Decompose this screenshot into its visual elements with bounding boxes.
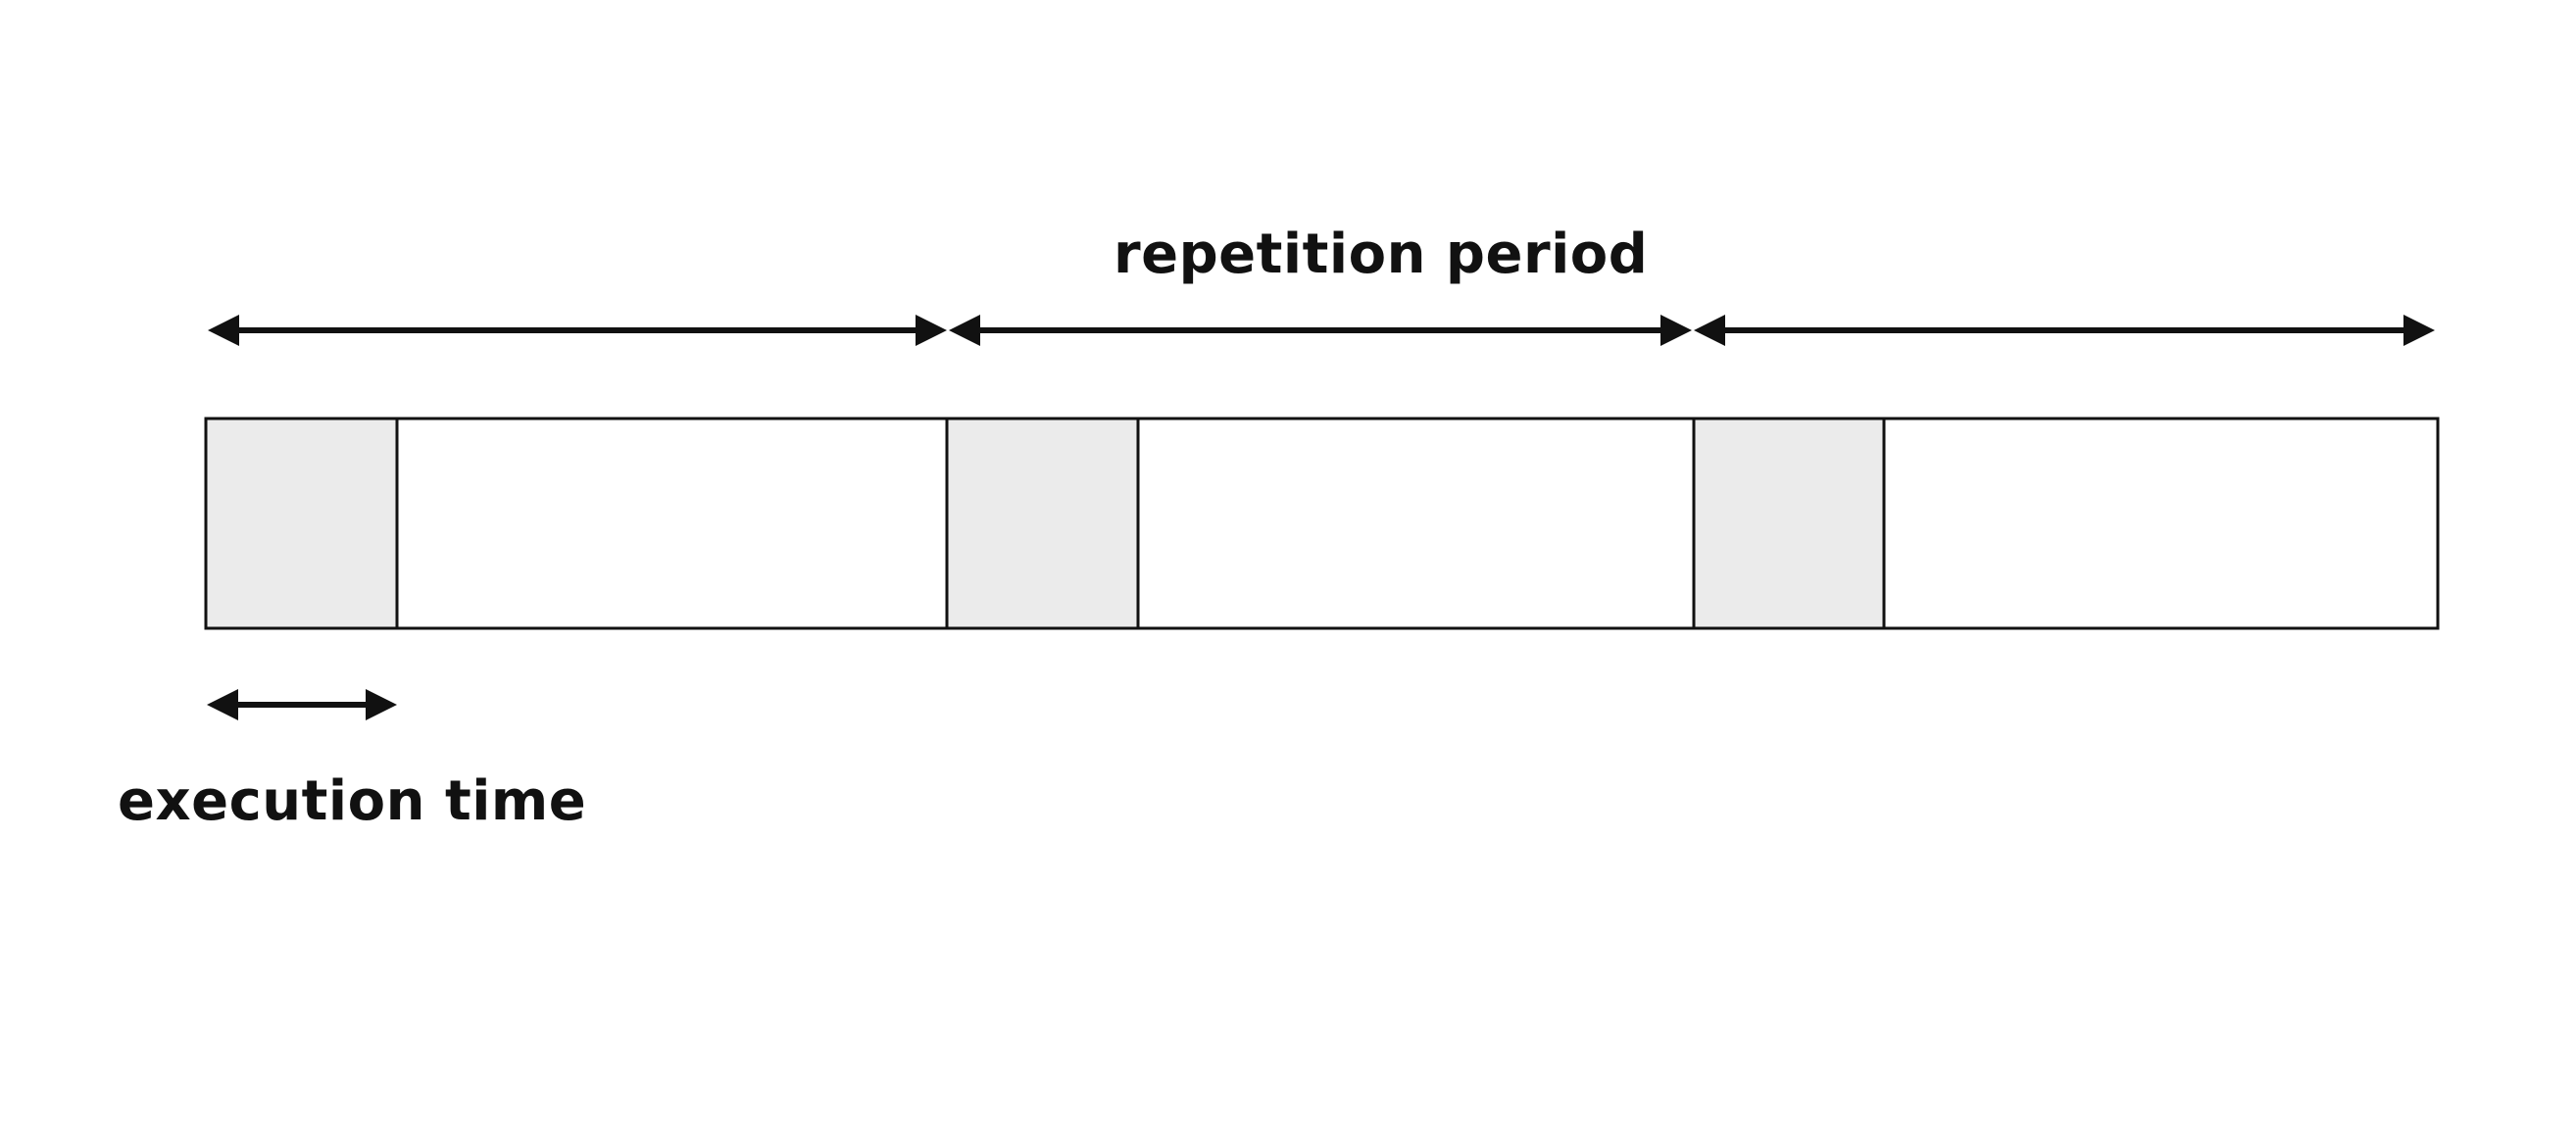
- arrowhead-left: [1694, 315, 1725, 346]
- arrowhead-left: [207, 689, 238, 720]
- idle-block-2: [1136, 417, 1696, 630]
- execution-block-1: [204, 417, 399, 630]
- arrowhead-right: [366, 689, 397, 720]
- idle-block-1: [395, 417, 949, 630]
- idle-block-3: [1882, 417, 2440, 630]
- execution-block-2: [945, 417, 1140, 630]
- arrowhead-left: [208, 315, 239, 346]
- period-arrow-3: [1694, 315, 2435, 346]
- repetition-period-arrows: [208, 315, 2435, 346]
- period-arrow-2: [949, 315, 1692, 346]
- arrowhead-left: [949, 315, 980, 346]
- execution-time-arrow: [207, 689, 397, 720]
- arrowhead-right: [916, 315, 947, 346]
- execution-block-3: [1692, 417, 1886, 630]
- arrowhead-right: [2403, 315, 2435, 346]
- arrowhead-right: [1660, 315, 1692, 346]
- repetition-period-label: repetition period: [1114, 222, 1649, 286]
- execution-time-label: execution time: [118, 769, 587, 833]
- period-arrow-1: [208, 315, 947, 346]
- timeline-bar: [204, 417, 2440, 630]
